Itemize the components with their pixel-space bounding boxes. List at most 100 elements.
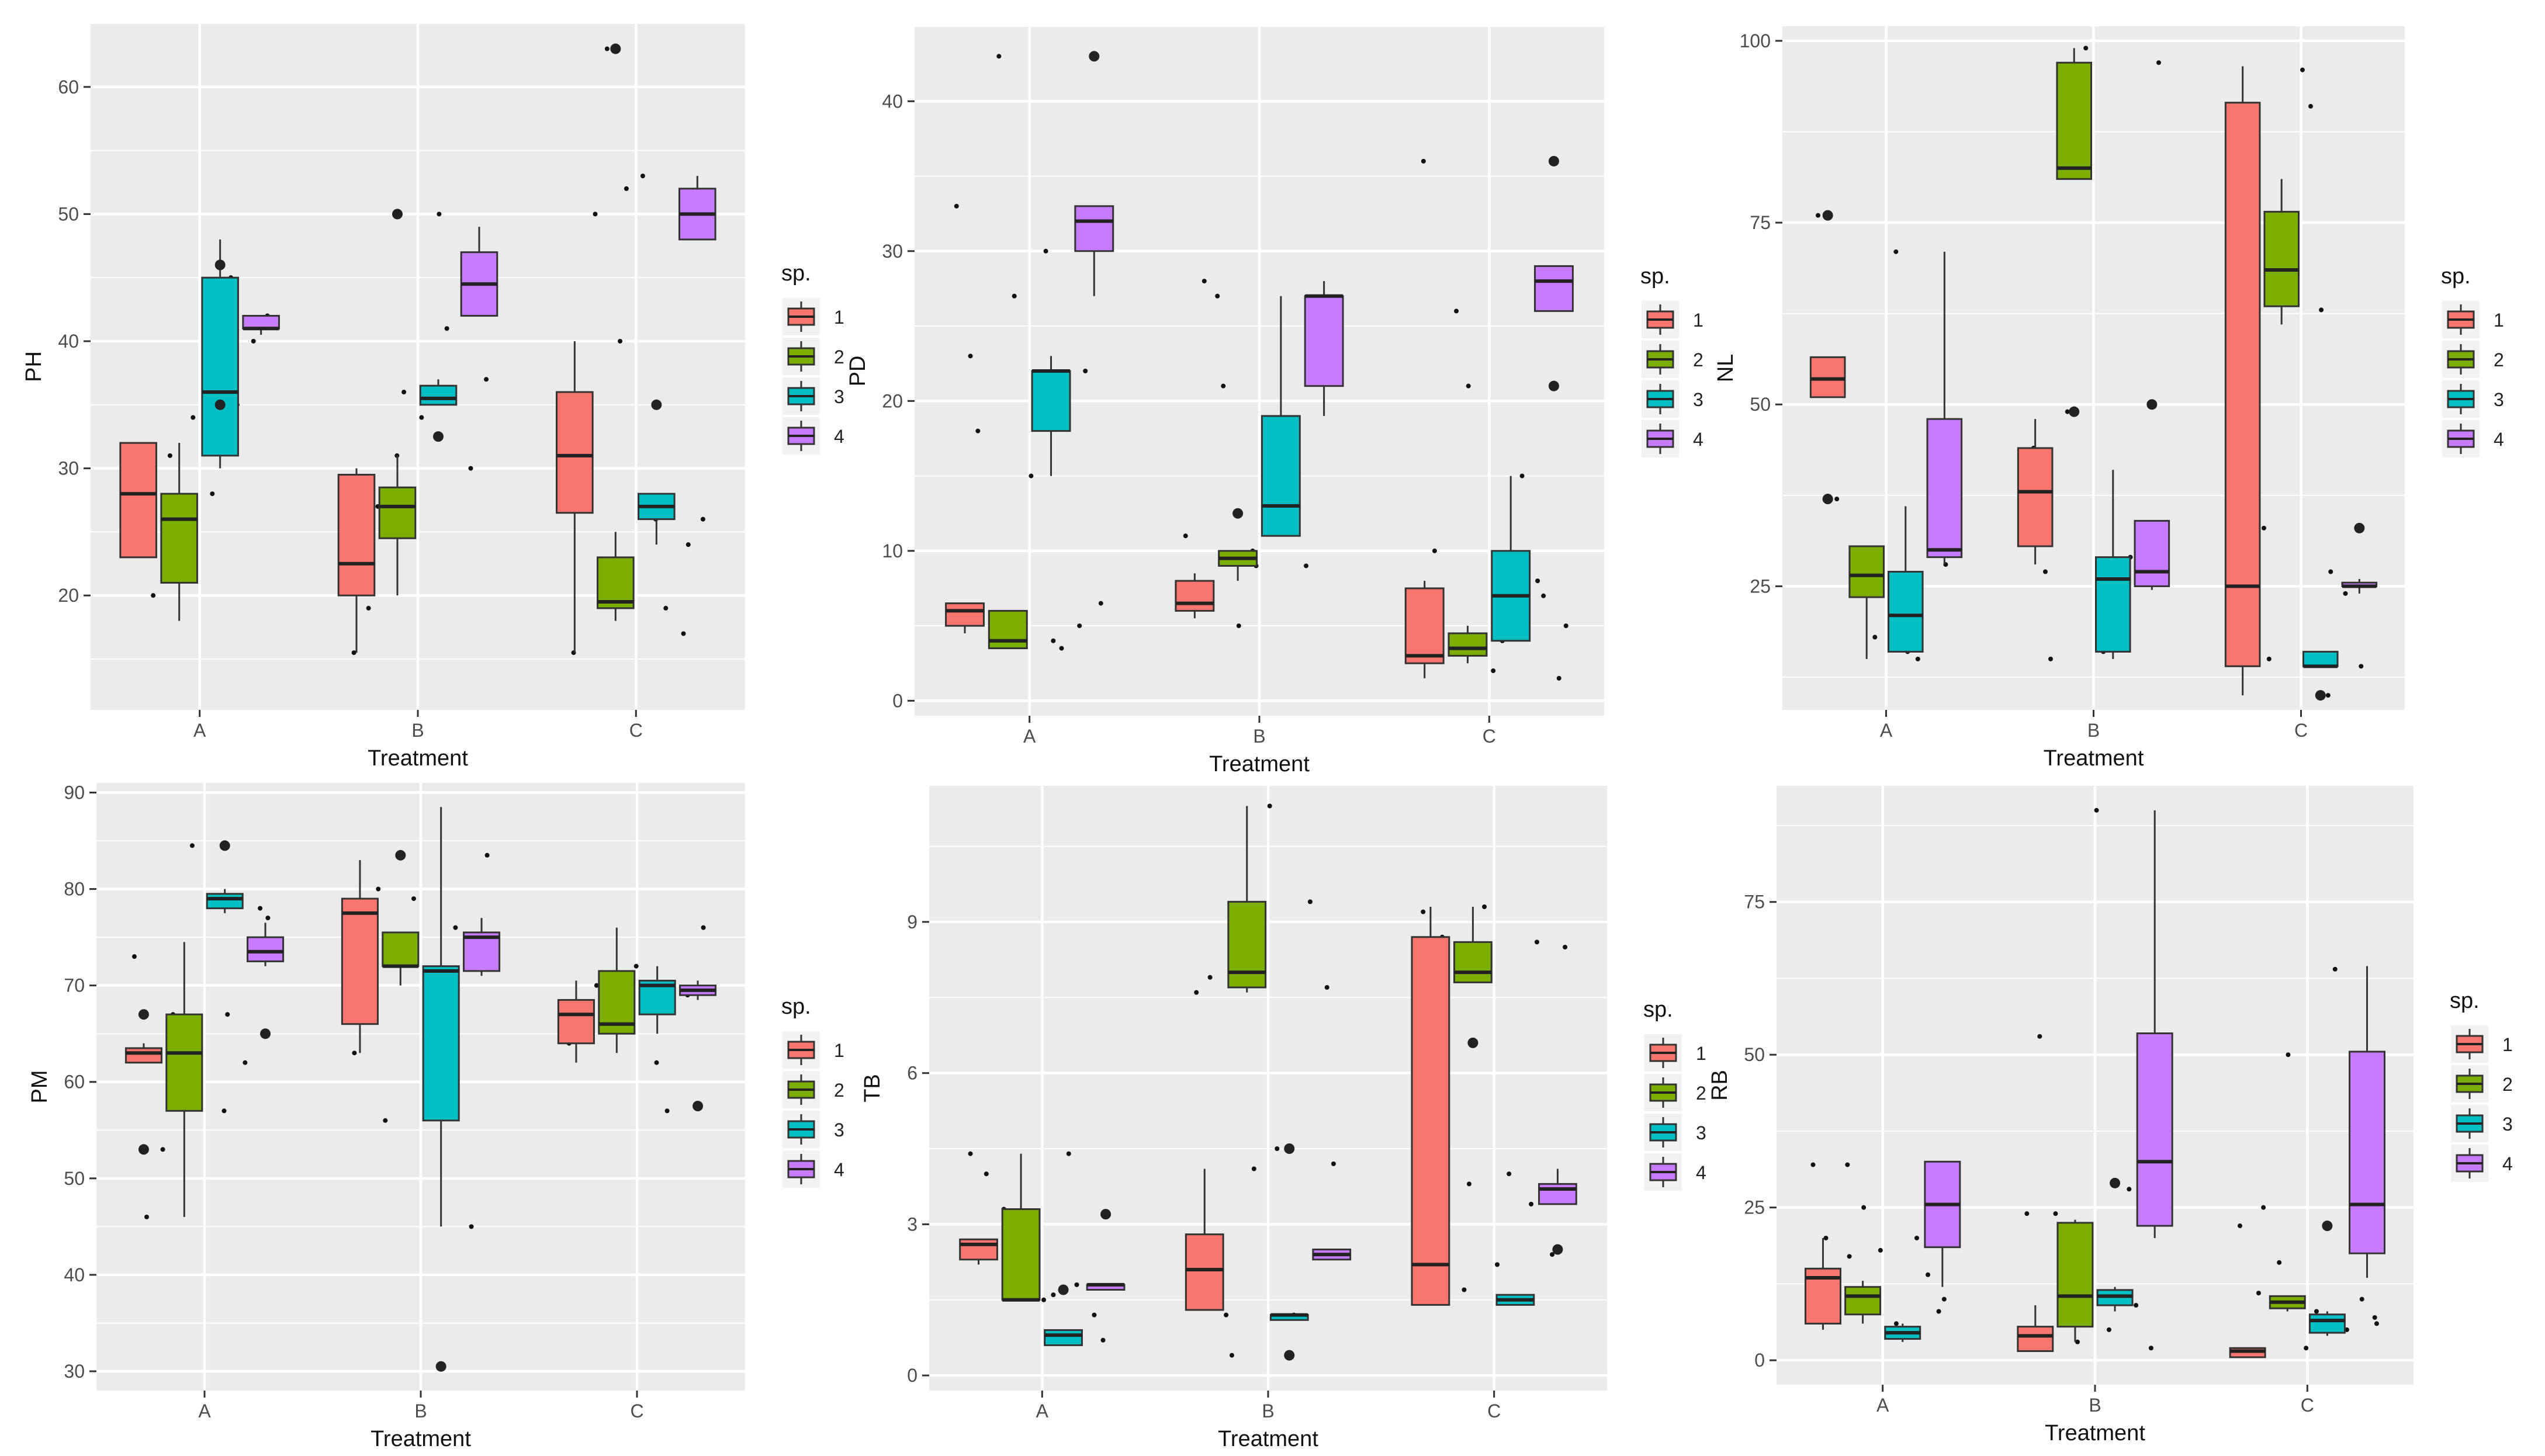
jitter-point (265, 916, 271, 921)
jitter-point (1251, 1166, 1256, 1171)
jitter-point (2053, 1211, 2058, 1216)
jitter-point (258, 906, 263, 911)
jitter-point (2319, 307, 2324, 313)
box-rb-C-sp4 (2349, 966, 2385, 1278)
y-tick-label: 20 (58, 585, 79, 606)
box-tb-B-sp2 (1227, 806, 1267, 993)
jitter-point (1012, 293, 1017, 299)
x-tick-label: B (1253, 726, 1265, 747)
jitter-point (2359, 1296, 2364, 1302)
box-body (206, 893, 244, 910)
legend-label: 3 (1693, 389, 1703, 410)
box-body (1404, 587, 1445, 664)
box-rb-C-sp1 (2229, 1347, 2266, 1358)
box-pm-A-sp2 (165, 942, 203, 1217)
box-ph-C-sp3 (638, 399, 676, 545)
legend-label: 1 (2494, 310, 2504, 331)
legend-label: 2 (2502, 1074, 2513, 1095)
box-body (378, 486, 417, 539)
jitter-point (1893, 1321, 1899, 1326)
jitter-point (681, 631, 686, 636)
legend-label: 1 (2502, 1034, 2513, 1055)
box-body (119, 442, 157, 559)
box-pd-A-sp4 (1074, 51, 1114, 296)
jitter-point (1221, 383, 1226, 389)
jitter-point (401, 390, 407, 395)
jitter-point (1215, 293, 1220, 299)
jitter-point (1491, 668, 1496, 674)
y-tick-label: 50 (58, 203, 79, 224)
jitter-point (191, 415, 196, 420)
box-body (1304, 295, 1344, 387)
box-tb-A-sp1 (959, 1238, 998, 1265)
legend-title: sp. (2450, 989, 2480, 1013)
box-tb-A-sp4 (1086, 1209, 1126, 1291)
y-tick-label: 3 (907, 1214, 917, 1235)
jitter-point (2083, 46, 2089, 51)
jitter-point (189, 843, 195, 848)
jitter-point (411, 896, 416, 902)
box-body (382, 931, 420, 968)
box-tb-C-sp1 (1411, 907, 1450, 1306)
box-tb-A-sp2 (1001, 1153, 1041, 1302)
jitter-point (366, 605, 371, 611)
box-body (2094, 556, 2131, 653)
jitter-point (2344, 1327, 2349, 1332)
box-body (242, 314, 280, 330)
box-nl-B-sp2 (2056, 48, 2093, 417)
box-pd-C-sp2 (1448, 626, 1488, 664)
x-tick-label: C (1483, 726, 1496, 747)
jitter-point (1563, 945, 1568, 949)
box-rb-B-sp4 (2136, 810, 2173, 1238)
jitter-point (1229, 1353, 1234, 1358)
legend-label: 1 (834, 1040, 844, 1061)
jitter-point (2286, 1052, 2291, 1058)
x-axis-title: Treatment (2045, 1421, 2145, 1445)
jitter-point (2048, 656, 2054, 661)
jitter-point (984, 1171, 989, 1177)
jitter-point (700, 516, 705, 522)
jitter-point (468, 466, 473, 471)
x-axis-title: Treatment (371, 1427, 471, 1451)
legend-label: 1 (1696, 1043, 1706, 1064)
outlier-point (138, 1144, 149, 1155)
outlier-point (260, 1028, 271, 1039)
box-ph-A-sp1 (119, 442, 157, 559)
jitter-point (594, 983, 599, 988)
legend-label: 2 (834, 346, 844, 368)
outlier-point (138, 1009, 149, 1020)
jitter-point (383, 1118, 388, 1123)
x-tick-label: B (2089, 1395, 2101, 1416)
y-tick-label: 80 (64, 879, 85, 900)
box-rb-C-sp2 (2269, 1295, 2306, 1312)
legend-label: 3 (834, 386, 844, 407)
jitter-point (685, 542, 691, 547)
outlier-point (2146, 399, 2158, 410)
x-tick-label: A (193, 720, 206, 741)
box-body (1453, 941, 1493, 983)
box-pd-B-sp2 (1218, 508, 1258, 581)
jitter-point (2314, 1309, 2319, 1314)
outlier-point (2069, 406, 2080, 417)
jitter-point (352, 1051, 357, 1056)
box-ph-C-sp2 (597, 43, 635, 621)
x-tick-label: C (2294, 720, 2308, 741)
outlier-point (610, 43, 621, 54)
box-pd-C-sp4 (1534, 155, 1574, 391)
y-tick-label: 40 (58, 331, 79, 352)
jitter-point (654, 1060, 659, 1065)
box-body (2308, 1313, 2346, 1334)
box-body (247, 936, 285, 962)
jitter-point (1432, 548, 1437, 553)
jitter-point (1466, 383, 1471, 389)
jitter-point (2261, 1205, 2266, 1210)
box-pd-B-sp3 (1261, 296, 1301, 537)
jitter-point (1466, 1181, 1471, 1187)
outlier-point (1552, 1244, 1563, 1255)
jitter-point (2300, 67, 2305, 72)
box-pd-A-sp3 (1031, 356, 1071, 476)
jitter-point (2359, 664, 2364, 669)
box-tb-C-sp3 (1495, 1294, 1535, 1306)
jitter-point (351, 650, 356, 656)
outlier-point (1467, 1037, 1478, 1048)
